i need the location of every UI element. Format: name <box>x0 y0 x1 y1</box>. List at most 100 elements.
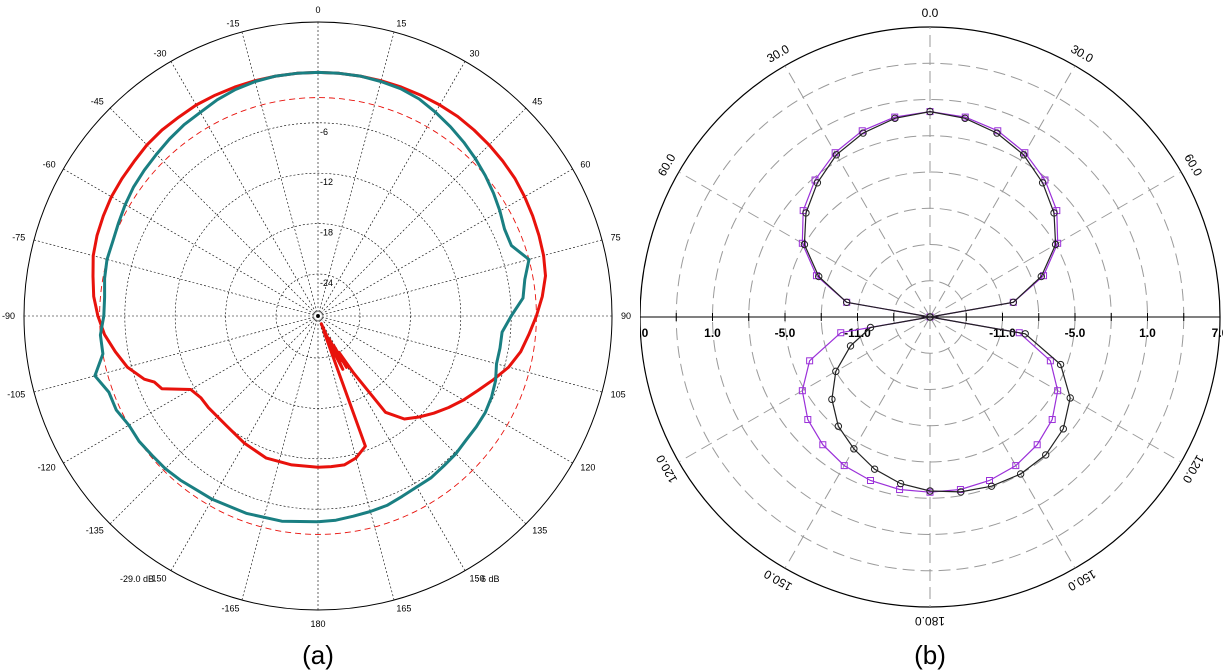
marker-square-b <box>1012 462 1020 470</box>
marker-circle-b <box>1019 151 1028 159</box>
marker-circle-b <box>1009 298 1017 307</box>
angle-tick-label-a: -120 <box>38 463 56 473</box>
marker-circle-b <box>1016 470 1025 478</box>
spoke-a <box>317 315 603 393</box>
marker-circle-b <box>987 482 996 490</box>
spoke-a <box>317 61 466 317</box>
radial-tick-label-b: -11.0 <box>989 326 1016 340</box>
series-line-b-1 <box>803 110 1071 493</box>
marker-circle-b <box>1056 360 1065 369</box>
angle-tick-label-a: 15 <box>396 18 406 28</box>
marker-circle-b <box>832 367 840 376</box>
marker-circle-b <box>896 479 905 488</box>
angle-tick-label-b: 30.0 <box>764 42 792 66</box>
spoke-a <box>109 107 319 317</box>
marker-circle-b <box>993 129 1001 137</box>
spoke-a <box>317 168 573 317</box>
angle-tick-label-a: -60 <box>43 160 56 170</box>
marker-square-b <box>819 441 827 449</box>
angle-tick-label-a: 180 <box>310 619 325 629</box>
angle-tick-label-a: 60 <box>580 160 590 170</box>
radial-tick-label-a: -6 <box>320 127 328 137</box>
marker-square-b <box>1046 357 1054 365</box>
marker-circle-b <box>850 445 858 453</box>
marker-circle-b <box>828 395 836 404</box>
marker-square-b <box>798 387 806 395</box>
radial-tick-label-b: -5.0 <box>775 326 796 340</box>
marker-circle-b <box>834 422 843 430</box>
angle-tick-label-a: 0 <box>315 5 320 15</box>
panel-caption-a: (a) <box>302 640 334 670</box>
spoke-a <box>170 61 319 317</box>
angle-tick-label-a: 45 <box>532 97 542 107</box>
radial-tick-label-a: -12 <box>320 177 333 187</box>
marker-circle-b <box>957 488 965 496</box>
polar-chart-a: -24-18-12-601530456075901051201351501651… <box>2 5 631 670</box>
marker-square-b <box>1054 239 1062 247</box>
marker-circle-b <box>802 209 810 217</box>
marker-circle-b <box>1059 425 1067 433</box>
angle-tick-label-a: 120 <box>580 463 595 473</box>
spoke-a <box>33 239 319 317</box>
marker-circle-b <box>1038 179 1047 187</box>
spoke-b <box>929 316 1182 463</box>
angle-tick-label-a: 165 <box>396 604 411 614</box>
marker-square-b <box>1048 416 1056 424</box>
angle-tick-label-a: 75 <box>611 233 621 243</box>
angle-tick-label-a: -90 <box>2 311 15 321</box>
ring-a <box>174 172 462 460</box>
marker-circle-b <box>832 151 841 159</box>
series-line-b-0 <box>801 110 1059 493</box>
spoke-a <box>317 315 395 601</box>
series-line-a-0 <box>91 70 547 469</box>
spoke-a <box>63 315 319 464</box>
spoke-a <box>317 107 527 317</box>
angle-tick-label-b: 30.0 <box>1068 42 1096 66</box>
marker-circle-b <box>815 272 823 281</box>
min-range-label: -29.0 dB <box>120 574 154 584</box>
radial-tick-label-a: -18 <box>320 228 333 238</box>
marker-circle-b <box>926 313 934 321</box>
marker-square-b <box>1054 387 1062 395</box>
marker-square-b <box>798 239 806 247</box>
marker-square-b <box>840 462 848 470</box>
ring-a <box>275 273 361 359</box>
marker-circle-b <box>961 114 969 122</box>
radial-tick-label-b: 1.0 <box>1139 326 1156 340</box>
series-line-a-1 <box>93 70 531 524</box>
spoke-b <box>784 316 931 569</box>
panel-caption-b: (b) <box>914 640 946 670</box>
max-range-label: : 6 dB <box>476 574 500 584</box>
spoke-a <box>170 315 319 571</box>
marker-circle-b <box>926 487 934 495</box>
marker-square-b <box>866 477 874 485</box>
marker-circle-b <box>1042 451 1050 459</box>
angle-tick-label-b: 0.0 <box>922 6 939 20</box>
marker-square-b <box>1033 441 1041 449</box>
spoke-b <box>784 65 931 318</box>
marker-circle-b <box>1021 330 1029 338</box>
angle-tick-label-a: -45 <box>91 97 104 107</box>
marker-circle-b <box>1050 209 1058 217</box>
marker-circle-b <box>870 465 879 473</box>
marker-circle-b <box>813 179 822 187</box>
ring-a <box>225 223 411 409</box>
angle-tick-label-a: 30 <box>470 49 480 59</box>
marker-circle-b <box>866 323 875 332</box>
radial-tick-label-b: 7.0 <box>1212 326 1223 340</box>
angle-tick-label-a: -105 <box>7 389 25 399</box>
spoke-a <box>33 315 319 393</box>
spoke-a <box>317 315 527 525</box>
angle-tick-label-a: 135 <box>532 525 547 535</box>
spoke-b <box>929 65 1076 318</box>
marker-circle-b <box>926 107 934 116</box>
spoke-a <box>63 168 319 317</box>
radial-tick-label-b: -5.0 <box>1065 326 1086 340</box>
marker-square-b <box>806 357 814 365</box>
marker-square-b <box>837 329 845 337</box>
marker-circle-b <box>800 240 809 249</box>
angle-tick-label-a: -30 <box>153 49 166 59</box>
radial-tick-label-b: 7.0 <box>640 326 649 340</box>
angle-tick-label-a: -15 <box>227 18 240 28</box>
marker-circle-b <box>859 129 867 137</box>
